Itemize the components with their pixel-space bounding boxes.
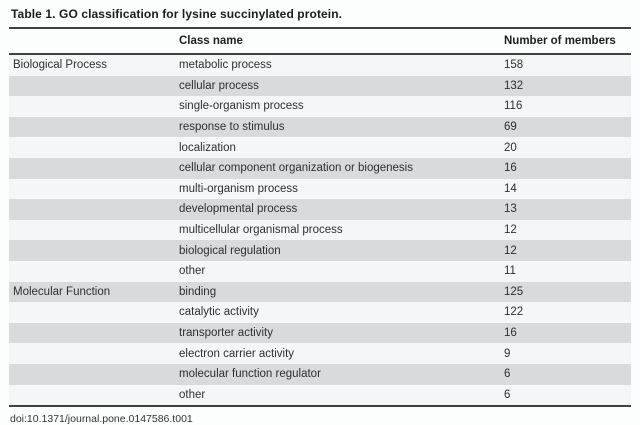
members-cell: 116 — [504, 100, 523, 113]
table-row: Molecular Function binding 125 — [9, 281, 631, 303]
members-cell: 132 — [504, 79, 524, 92]
members-cell: 9 — [504, 347, 511, 360]
members-cell: 69 — [504, 121, 517, 134]
table-row: other 6 — [9, 384, 631, 406]
table-body: Biological Process metabolic process 158 ce… — [9, 55, 631, 408]
table-row: electron carrier activity 9 — [9, 343, 631, 364]
members-cell: 14 — [504, 182, 517, 195]
table-row: other 11 — [9, 260, 631, 282]
members-cell: 125 — [504, 285, 524, 298]
members-cell: 20 — [504, 141, 517, 154]
class-name-cell: localization — [179, 141, 236, 154]
class-name-cell: electron carrier activity — [179, 347, 295, 360]
class-name-cell: cellular process — [179, 79, 259, 92]
table-row: single-organism process 116 — [9, 96, 631, 117]
table-row: catalytic activity 122 — [9, 302, 631, 323]
members-cell: 12 — [504, 224, 517, 237]
class-name-cell: single-organism process — [179, 100, 304, 113]
members-cell: 11 — [504, 265, 516, 278]
class-name-cell: other — [179, 388, 206, 401]
class-name-cell: molecular function regulator — [179, 368, 321, 381]
doi-caption: doi:10.1371/journal.pone.0147586.t001 — [10, 413, 193, 425]
table-row: biological regulation 12 — [9, 240, 631, 261]
table-row: Biological Process metabolic process 158 — [9, 55, 631, 76]
table-row: cellular process 132 — [9, 75, 631, 97]
class-name-cell: catalytic activity — [179, 306, 259, 319]
class-name-cell: biological regulation — [179, 244, 281, 257]
table-row: localization 20 — [9, 137, 631, 158]
members-cell: 158 — [504, 59, 524, 72]
header-class-name: Class name — [179, 35, 243, 47]
class-name-cell: developmental process — [179, 203, 298, 216]
category-cell: Molecular Function — [13, 285, 111, 298]
class-name-cell: metabolic process — [179, 59, 272, 72]
class-name-cell: cellular component organization or bioge… — [179, 162, 413, 175]
class-name-cell: other — [179, 265, 206, 278]
members-cell: 13 — [504, 203, 517, 216]
category-cell: Biological Process — [13, 59, 107, 72]
go-classification-table: Class name Number of members Biological … — [9, 27, 631, 408]
members-cell: 12 — [504, 244, 517, 257]
table-row: transporter activity 16 — [9, 322, 631, 344]
table-header-row: Class name Number of members — [9, 29, 631, 55]
table-row: cellular component organization or bioge… — [9, 157, 631, 179]
header-number-of-members: Number of members — [504, 35, 616, 47]
table-row: molecular function regulator 6 — [9, 363, 631, 385]
members-cell: 6 — [504, 388, 511, 401]
class-name-cell: multi-organism process — [179, 182, 298, 195]
table-title: Table 1. GO classification for lysine su… — [11, 7, 343, 21]
members-cell: 6 — [504, 368, 511, 381]
class-name-cell: response to stimulus — [179, 121, 285, 134]
class-name-cell: multicellular organismal process — [179, 224, 343, 237]
members-cell: 122 — [504, 306, 524, 319]
table-row: multi-organism process 14 — [9, 178, 631, 200]
class-name-cell: transporter activity — [179, 327, 273, 340]
class-name-cell: binding — [179, 285, 217, 298]
table-row: multicellular organismal process 12 — [9, 219, 631, 241]
members-cell: 16 — [504, 162, 517, 175]
table-row: developmental process 13 — [9, 199, 631, 220]
table-row: response to stimulus 69 — [9, 116, 631, 138]
members-cell: 16 — [504, 327, 517, 340]
